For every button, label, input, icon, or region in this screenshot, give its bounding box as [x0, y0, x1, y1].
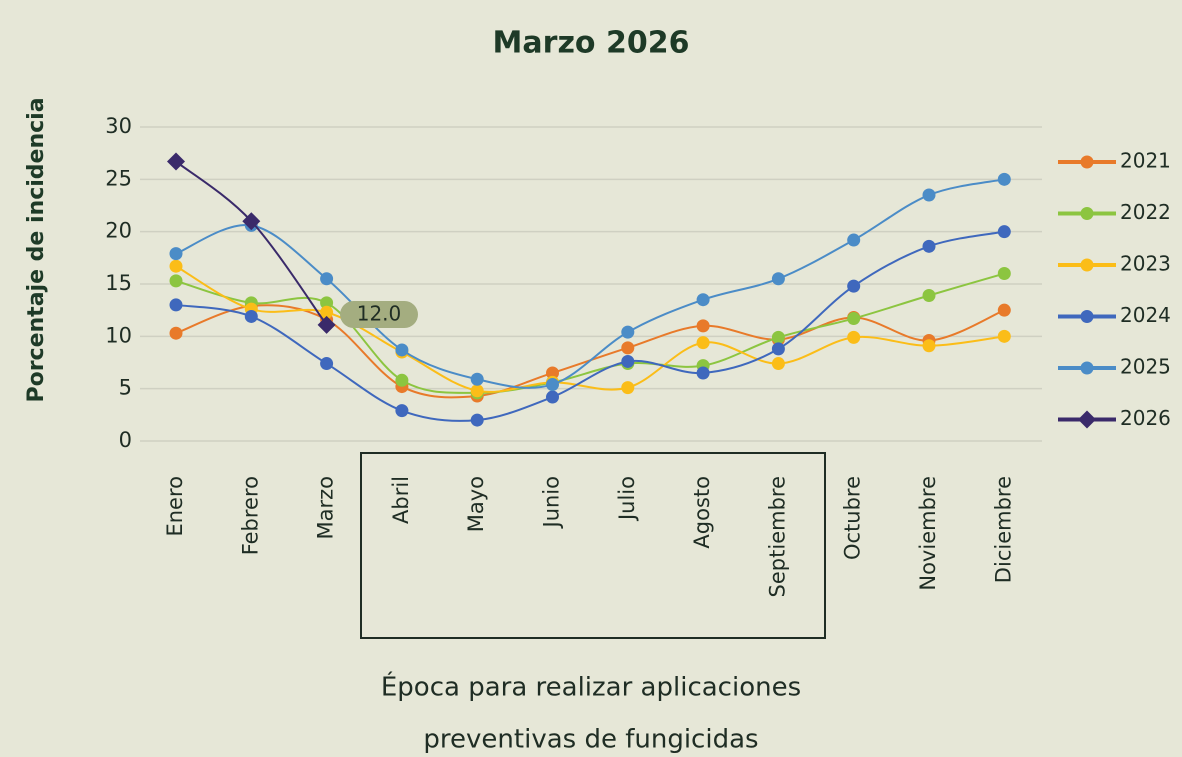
x-tick-label: Enero: [163, 476, 187, 537]
marker: [242, 212, 261, 231]
marker: [847, 312, 861, 326]
x-tick-label: Octubre: [841, 476, 865, 560]
x-axis-label: Época para realizar aplicaciones: [381, 671, 801, 703]
x-tick-label: Septiembre: [765, 476, 789, 597]
marker: [317, 315, 336, 334]
marker: [169, 259, 183, 273]
marker: [395, 343, 409, 357]
y-tick-label: 0: [119, 428, 132, 452]
annotation: 12.0: [357, 302, 402, 326]
marker: [1078, 410, 1096, 429]
marker: [244, 309, 258, 323]
marker: [169, 247, 183, 261]
marker: [320, 305, 334, 319]
highlight-box: [360, 452, 826, 639]
marker: [696, 319, 710, 333]
x-tick-label: Diciembre: [991, 476, 1015, 583]
marker: [621, 325, 635, 339]
legend-label: 2021: [1120, 149, 1171, 173]
x-tick-label: Noviembre: [916, 476, 940, 591]
marker: [169, 326, 183, 340]
legend-label: 2022: [1120, 200, 1171, 224]
marker: [771, 272, 785, 286]
marker: [1080, 310, 1094, 323]
marker: [546, 366, 559, 380]
marker: [621, 341, 635, 355]
y-tick-label: 30: [105, 114, 132, 138]
marker: [997, 172, 1011, 186]
marker: [1080, 155, 1094, 169]
x-tick-label: Marzo: [314, 476, 338, 540]
marker: [847, 233, 861, 247]
x-tick-label: Julio: [615, 476, 639, 522]
y-axis-label: Porcentaje de incidencia: [24, 97, 49, 402]
marker: [997, 303, 1011, 317]
annotation-bubble: [340, 301, 418, 328]
marker: [1080, 361, 1094, 375]
y-tick-label: 15: [105, 271, 132, 295]
marker: [320, 296, 334, 310]
legend-label: 2026: [1120, 406, 1171, 430]
legend-label: 2025: [1120, 355, 1171, 379]
marker: [320, 357, 334, 371]
marker: [997, 225, 1011, 239]
x-axis-label: preventivas de fungicidas: [423, 725, 758, 755]
marker: [847, 330, 861, 344]
marker: [169, 274, 183, 288]
marker: [771, 342, 785, 356]
y-tick-label: 25: [105, 166, 132, 190]
marker: [922, 239, 936, 253]
marker: [546, 390, 559, 404]
marker: [470, 372, 484, 386]
marker: [470, 413, 484, 427]
marker: [922, 339, 936, 353]
legend-label: 2024: [1120, 303, 1171, 327]
marker: [696, 366, 710, 380]
marker: [395, 373, 409, 387]
x-tick-label: Junio: [540, 476, 564, 530]
marker: [922, 188, 936, 202]
marker: [771, 357, 785, 371]
marker: [997, 329, 1011, 343]
marker: [621, 354, 635, 368]
marker: [847, 279, 861, 293]
marker: [395, 404, 409, 418]
marker: [771, 330, 785, 344]
marker: [546, 377, 559, 391]
x-tick-label: Febrero: [238, 476, 262, 555]
marker: [997, 267, 1011, 281]
y-tick-label: 5: [119, 376, 132, 400]
series-line: [175, 272, 1005, 394]
marker: [696, 293, 710, 307]
marker: [470, 384, 484, 398]
y-tick-label: 10: [105, 323, 132, 347]
series-line: [175, 230, 1005, 422]
marker: [696, 336, 710, 350]
marker: [169, 298, 183, 312]
x-tick-label: Mayo: [464, 476, 488, 532]
legend-label: 2023: [1120, 252, 1171, 276]
marker: [1080, 207, 1094, 220]
series-line: [175, 304, 1005, 399]
x-tick-label: Agosto: [690, 476, 714, 549]
marker: [621, 381, 635, 395]
marker: [922, 289, 936, 303]
y-tick-label: 20: [105, 219, 132, 243]
marker: [320, 272, 334, 286]
marker: [1080, 258, 1094, 272]
chart-title: Marzo 2026: [493, 26, 690, 61]
x-tick-label: Abril: [389, 476, 413, 524]
marker: [167, 152, 185, 171]
